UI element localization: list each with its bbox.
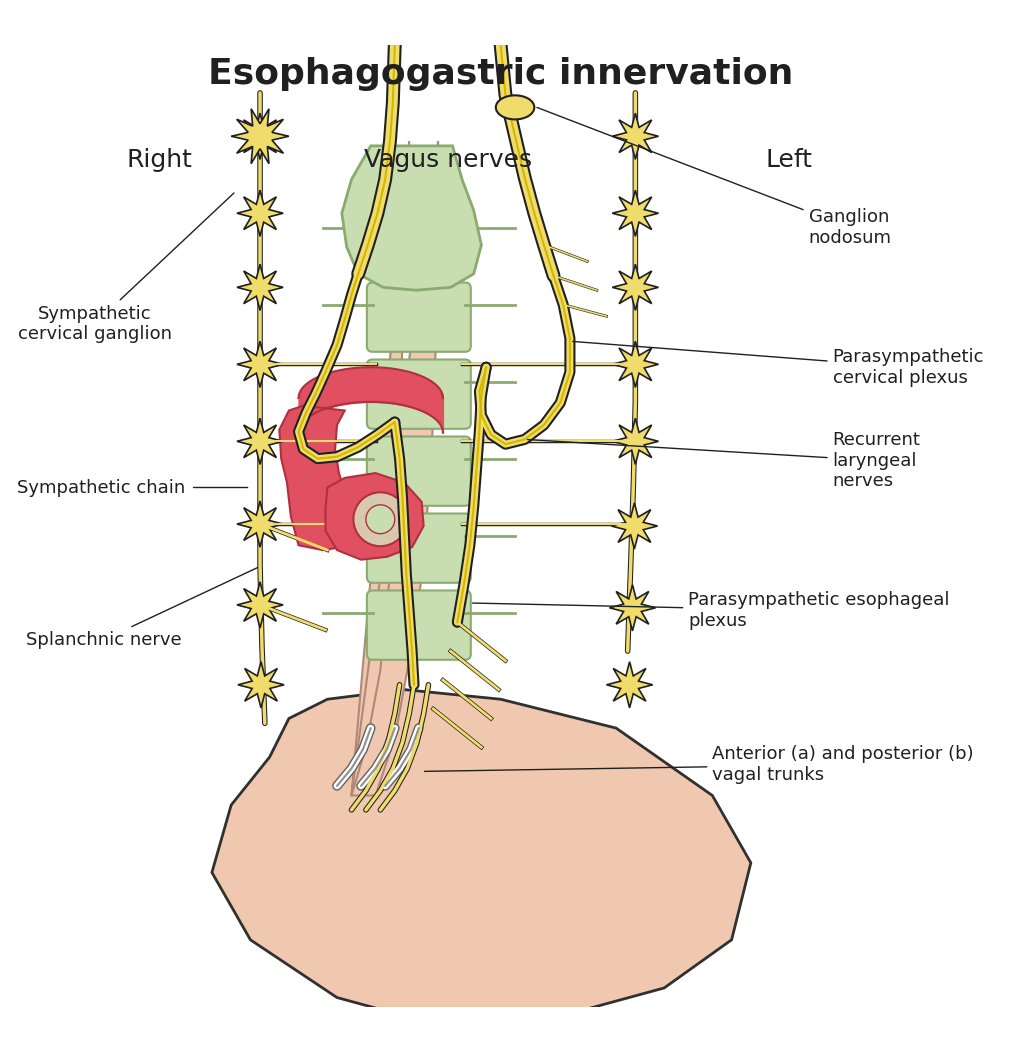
Text: Splanchnic nerve: Splanchnic nerve (27, 568, 257, 649)
Polygon shape (611, 503, 657, 549)
FancyBboxPatch shape (367, 590, 471, 660)
Text: Right: Right (126, 148, 191, 173)
Polygon shape (612, 114, 658, 159)
Text: Sympathetic chain: Sympathetic chain (17, 479, 185, 497)
Polygon shape (609, 585, 655, 631)
FancyBboxPatch shape (367, 437, 471, 506)
Text: Recurrent
laryngeal
nerves: Recurrent laryngeal nerves (527, 430, 921, 490)
Polygon shape (237, 582, 283, 628)
Text: Sympathetic
cervical ganglion: Sympathetic cervical ganglion (17, 193, 233, 343)
FancyBboxPatch shape (367, 205, 471, 275)
Polygon shape (351, 141, 438, 795)
Text: Parasympathetic
cervical plexus: Parasympathetic cervical plexus (572, 342, 984, 387)
Polygon shape (606, 662, 652, 708)
Polygon shape (237, 341, 283, 387)
FancyBboxPatch shape (367, 513, 471, 583)
Polygon shape (326, 473, 424, 560)
Polygon shape (612, 419, 658, 464)
Polygon shape (212, 690, 751, 1027)
Text: Vagus nerves: Vagus nerves (364, 148, 531, 173)
Polygon shape (237, 264, 283, 310)
Text: Left: Left (766, 148, 813, 173)
Circle shape (366, 505, 395, 533)
Polygon shape (237, 501, 283, 547)
FancyBboxPatch shape (367, 283, 471, 351)
Polygon shape (612, 264, 658, 310)
Polygon shape (238, 662, 284, 708)
Polygon shape (237, 419, 283, 464)
Text: Esophagogastric innervation: Esophagogastric innervation (208, 57, 794, 90)
Text: Ganglion
nodosum: Ganglion nodosum (537, 107, 892, 247)
FancyBboxPatch shape (367, 360, 471, 429)
Polygon shape (342, 146, 481, 290)
Circle shape (353, 492, 408, 546)
Polygon shape (231, 108, 289, 164)
Polygon shape (612, 190, 658, 237)
Text: Anterior (a) and posterior (b)
vagal trunks: Anterior (a) and posterior (b) vagal tru… (425, 745, 974, 784)
Polygon shape (280, 406, 351, 550)
Text: Parasympathetic esophageal
plexus: Parasympathetic esophageal plexus (473, 591, 950, 630)
Ellipse shape (496, 96, 535, 120)
Polygon shape (237, 190, 283, 237)
Polygon shape (237, 114, 283, 159)
Polygon shape (612, 341, 658, 387)
